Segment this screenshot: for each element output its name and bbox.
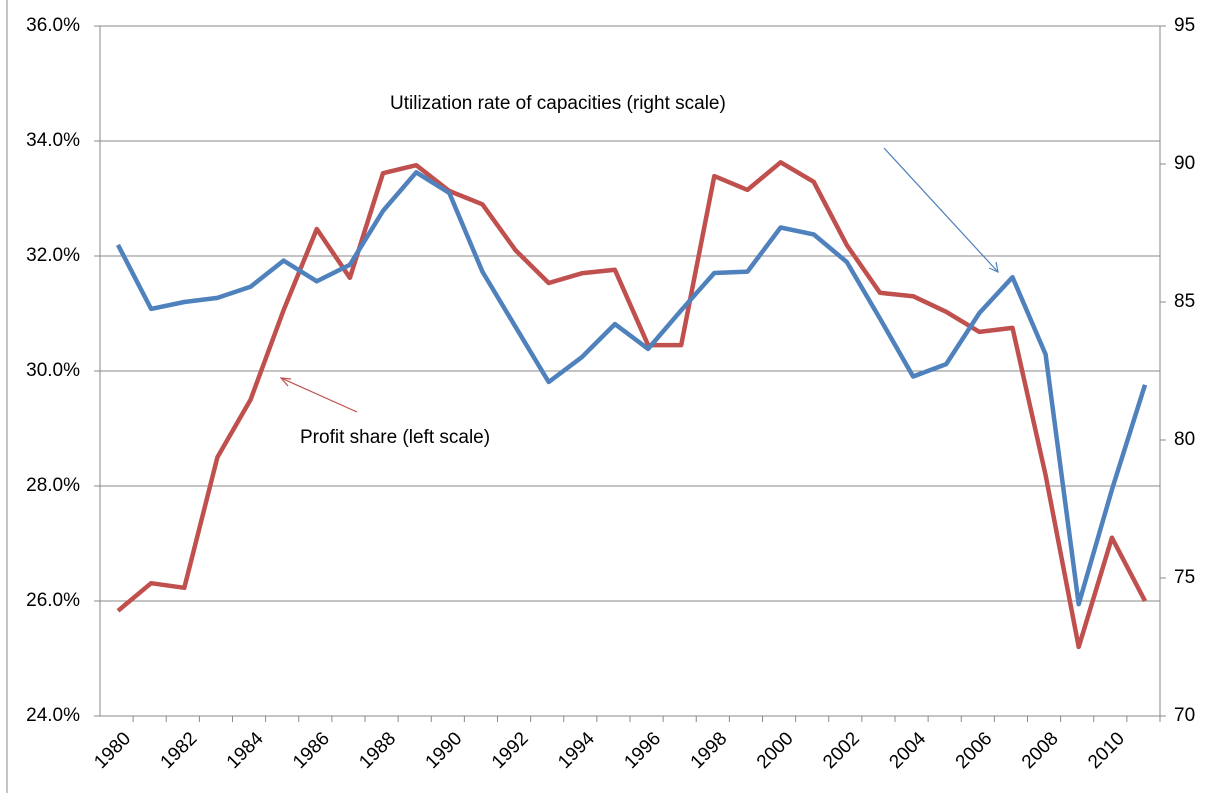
- chart-border: [6, 0, 8, 793]
- x-tick-label: 2008: [1018, 728, 1063, 773]
- x-tick-label: 2000: [753, 728, 798, 773]
- y2-tick-label: 80: [1174, 429, 1195, 450]
- x-tick-label: 2006: [952, 728, 997, 773]
- x-tick-label: 2010: [1084, 728, 1129, 773]
- x-tick-label: 1986: [289, 728, 334, 773]
- y-tick-label: 32.0%: [26, 245, 80, 266]
- y2-tick-label: 70: [1174, 705, 1195, 726]
- arrow-head: [988, 261, 999, 274]
- x-tick-label: 1998: [687, 728, 732, 773]
- annotation: Utilization rate of capacities (right sc…: [390, 93, 726, 114]
- y-tick-label: 24.0%: [26, 705, 80, 726]
- x-tick-label: 1982: [157, 728, 202, 773]
- x-tick-label: 2002: [819, 728, 864, 773]
- arrow-head: [279, 377, 292, 387]
- data-line: [116, 160, 1147, 650]
- x-tick-label: 1996: [620, 728, 665, 773]
- x-tick-label: 1994: [554, 728, 599, 773]
- x-tick-label: 1988: [355, 728, 400, 773]
- y-tick-label: 34.0%: [26, 130, 80, 151]
- annotation-arrow: [280, 377, 358, 413]
- y2-tick-label: 75: [1174, 567, 1195, 588]
- data-line: [116, 170, 1148, 607]
- y-tick-label: 36.0%: [26, 15, 80, 36]
- annotation-arrow: [883, 147, 999, 273]
- x-tick-label: 2004: [885, 728, 930, 773]
- x-tick-label: 1992: [488, 728, 533, 773]
- x-tick-label: 1980: [90, 728, 135, 773]
- annotation: Profit share (left scale): [300, 427, 490, 448]
- x-tick-label: 1984: [223, 728, 268, 773]
- y-tick-label: 26.0%: [26, 590, 80, 611]
- x-tick-label: 1990: [422, 728, 467, 773]
- y-tick-label: 30.0%: [26, 360, 80, 381]
- y-tick-label: 28.0%: [26, 475, 80, 496]
- y2-tick-label: 90: [1174, 153, 1195, 174]
- y2-tick-label: 85: [1174, 291, 1195, 312]
- y2-tick-label: 95: [1174, 15, 1195, 36]
